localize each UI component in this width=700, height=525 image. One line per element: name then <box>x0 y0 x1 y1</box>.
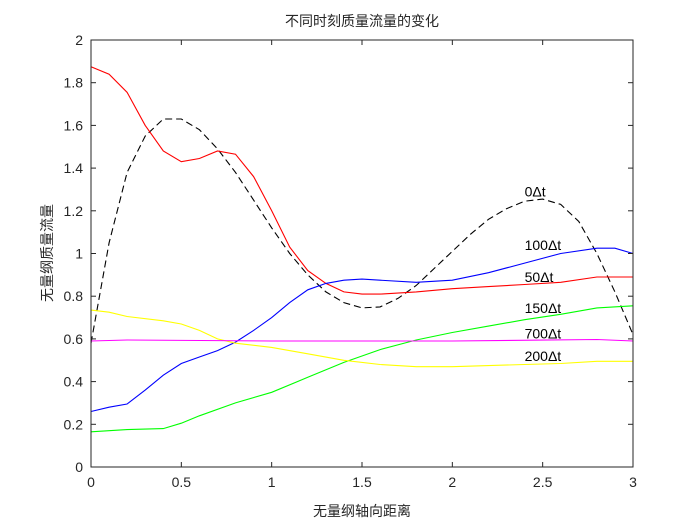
x-tick-label: 2.5 <box>533 474 553 490</box>
chart-title: 不同时刻质量流量的变化 <box>285 14 439 30</box>
series-line-50dt <box>90 66 633 295</box>
y-tick-label: 0 <box>75 459 83 475</box>
series-line-150dt <box>90 305 634 433</box>
x-tick-label: 2 <box>448 474 456 490</box>
axes-box <box>90 39 634 468</box>
x-tick-label: 3 <box>629 474 637 490</box>
series-line-700dt <box>90 338 634 342</box>
y-tick-label: 0.8 <box>64 288 84 304</box>
series-line-0dt <box>90 118 634 344</box>
series-line-100dt <box>90 247 634 413</box>
y-tick-label: 1.6 <box>64 117 84 133</box>
x-axis-label: 无量纲轴向距离 <box>313 503 411 520</box>
y-tick-label: 1.2 <box>64 203 84 219</box>
annotations: 0Δt 100Δt 50Δt 150Δt 700Δt 200Δt <box>525 184 562 364</box>
series-annotation: 50Δt <box>525 269 554 285</box>
plot-area <box>90 66 634 433</box>
series-annotation: 150Δt <box>525 300 562 316</box>
x-tick-label: 1 <box>268 474 276 490</box>
y-tick-label: 1.4 <box>64 160 84 176</box>
axes: 0 0.5 1 1.5 2 2.5 3 0 0.2 0.4 0.6 0.8 1 1.2 1.4 1.6 1.8 2 <box>64 32 638 490</box>
y-axis-label: 无量纲质量流量 <box>40 204 56 302</box>
series-line-200dt <box>90 309 633 368</box>
x-tick-label: 1.5 <box>352 474 372 490</box>
x-tick-label: 0 <box>87 474 95 490</box>
x-tick-label: 0.5 <box>172 474 192 490</box>
series-annotation: 700Δt <box>525 326 562 342</box>
y-tick-label: 1 <box>75 246 83 262</box>
series-annotation: 200Δt <box>525 348 562 364</box>
y-tick-label: 2 <box>75 32 83 48</box>
y-tick-label: 0.6 <box>64 331 84 347</box>
y-tick-label: 0.2 <box>64 416 84 432</box>
series-annotation: 100Δt <box>525 237 562 253</box>
series-annotation: 0Δt <box>525 184 546 200</box>
y-tick-label: 0.4 <box>64 374 84 390</box>
y-tick-label: 1.8 <box>64 75 84 91</box>
